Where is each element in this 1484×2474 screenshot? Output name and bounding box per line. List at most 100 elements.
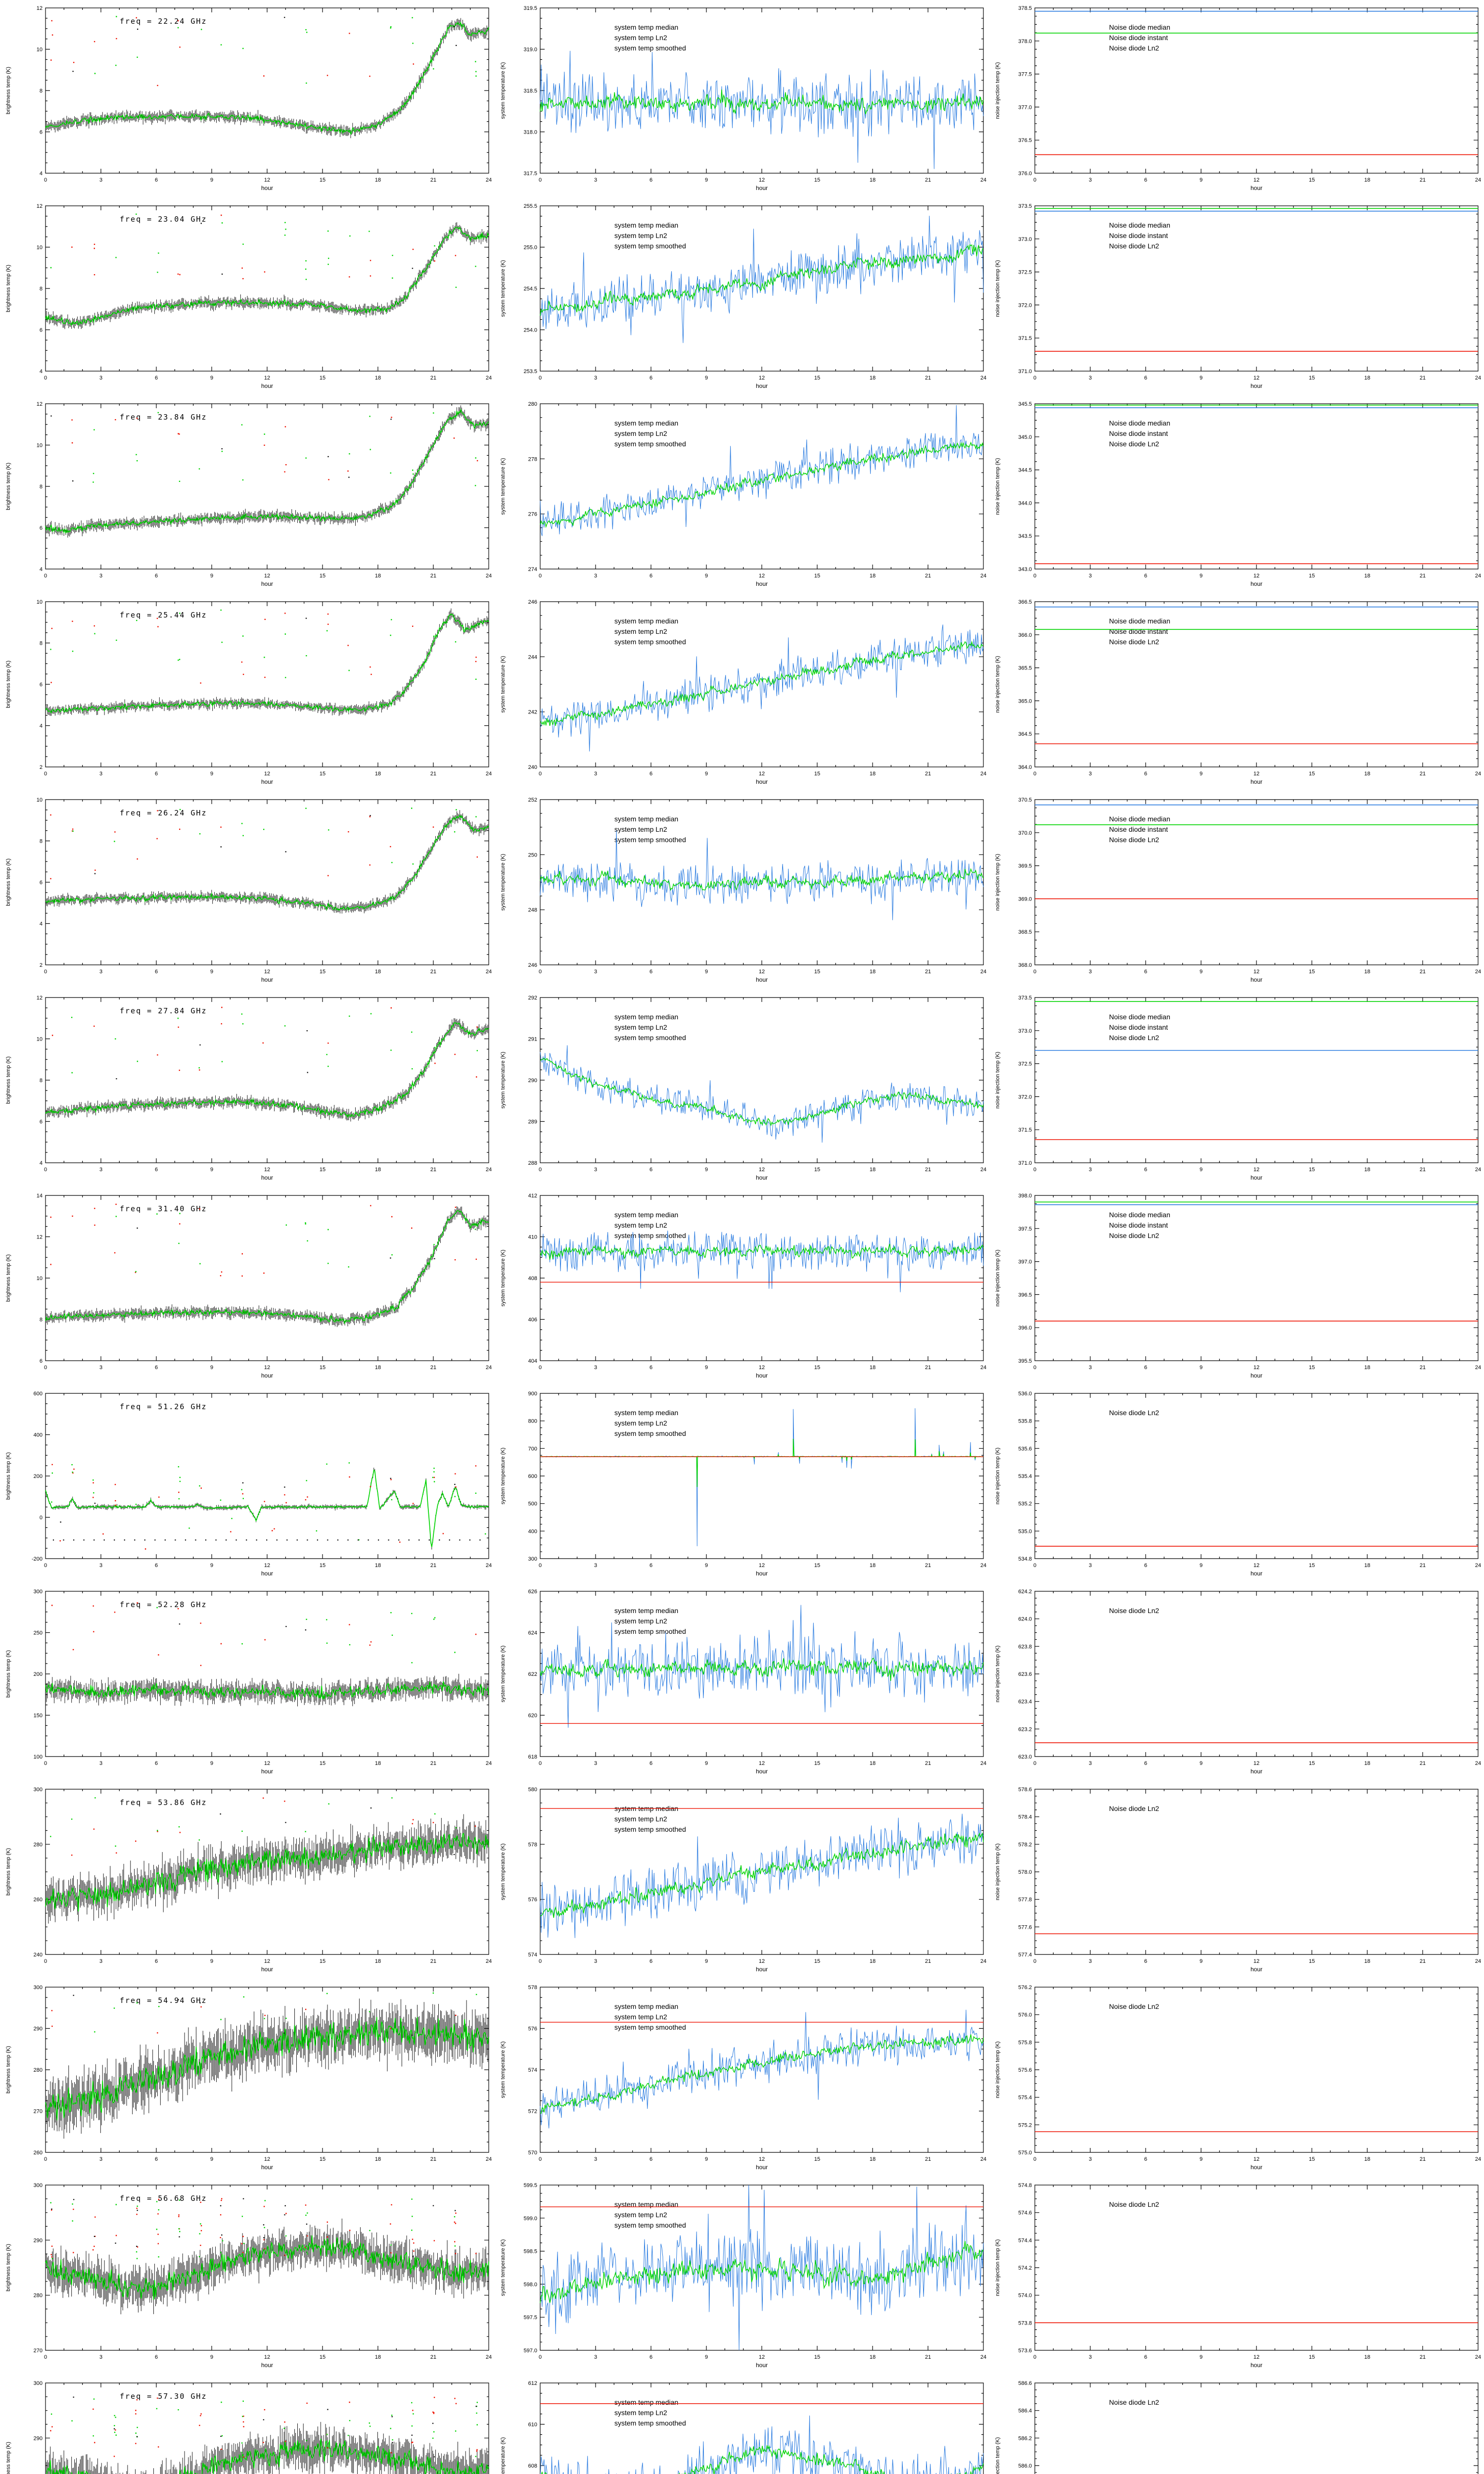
y-tick-label: 291 xyxy=(528,1037,537,1043)
x-tick-label: 21 xyxy=(925,2156,931,2162)
cal-dots-black xyxy=(51,2198,456,2257)
x-tick-label: 15 xyxy=(320,969,325,975)
y-tick-label: 290 xyxy=(528,1078,537,1084)
x-tick-label: 0 xyxy=(44,2354,47,2360)
x-tick-label: 18 xyxy=(1364,375,1370,381)
y-tick-label: 575.2 xyxy=(1018,2122,1032,2128)
scan-curve-green xyxy=(45,1210,489,1325)
y-tick-label: 577.8 xyxy=(1018,1897,1032,1903)
y-tick-label: 318.0 xyxy=(523,130,537,136)
x-tick-label: 3 xyxy=(594,2354,597,2360)
y-axis-label: noise injection temp (K) xyxy=(995,1052,1001,1109)
x-tick-label: 0 xyxy=(539,1365,542,1371)
y-tick-label: 371.5 xyxy=(1018,1127,1032,1133)
x-tick-label: 12 xyxy=(264,1958,270,1964)
x-tick-label: 12 xyxy=(264,177,270,183)
x-tick-label: 12 xyxy=(1253,1563,1259,1569)
y-tick-label: 288 xyxy=(528,1160,537,1166)
y-tick-label: 534.8 xyxy=(1018,1556,1032,1562)
y-tick-label: 536.0 xyxy=(1018,1391,1032,1397)
cal-dots-black xyxy=(116,1030,308,1080)
x-tick-label: 12 xyxy=(1253,771,1259,777)
y-axis-label: noise injection temp (K) xyxy=(995,2239,1001,2296)
x-tick-label: 0 xyxy=(1033,1365,1036,1371)
x-tick-label: 12 xyxy=(759,1365,765,1371)
y-tick-label: 574.4 xyxy=(1018,2237,1032,2243)
x-tick-label: 9 xyxy=(210,1365,213,1371)
x-tick-label: 0 xyxy=(44,177,47,183)
legend-entry: system temp smoothed xyxy=(614,1627,686,1635)
scan-scatter-black xyxy=(45,2218,489,2315)
x-tick-label: 12 xyxy=(1253,177,1259,183)
y-tick-label: 4 xyxy=(40,921,43,927)
axes-frame xyxy=(540,997,984,1163)
scan-curve-green xyxy=(45,814,489,911)
x-tick-label: 6 xyxy=(155,1365,158,1371)
x-axis-label: hour xyxy=(261,1570,273,1577)
axes-frame xyxy=(1034,7,1479,174)
x-tick-label: 0 xyxy=(44,1563,47,1569)
y-tick-label: 10 xyxy=(37,1037,43,1043)
legend-entry: Noise diode instant xyxy=(1109,429,1168,437)
y-tick-label: 365.5 xyxy=(1018,666,1032,671)
x-tick-label: 9 xyxy=(1200,1958,1203,1964)
x-tick-label: 0 xyxy=(1033,1167,1036,1173)
legend-entry: system temp smoothed xyxy=(614,638,686,646)
x-tick-label: 12 xyxy=(264,969,270,975)
y-tick-label: 597.0 xyxy=(523,2348,537,2354)
x-tick-label: 21 xyxy=(1420,2156,1426,2162)
y-axis-label: noise injection temp (K) xyxy=(995,2437,1001,2474)
freq-title: freq = 31.40 GHz xyxy=(120,1204,207,1213)
y-tick-label: 578.0 xyxy=(1018,1869,1032,1875)
x-tick-label: 0 xyxy=(539,2156,542,2162)
panel-row8-right: 0 3 6 9 12 15 18 21 24 534.8 535.0 535.2 535.4 535.6 5… xyxy=(995,1391,1481,1577)
y-axis-label: brightness temp (K) xyxy=(5,1254,11,1302)
freq-title: freq = 52.28 GHz xyxy=(120,1600,207,1609)
y-tick-label: 8 xyxy=(40,286,43,292)
panel-row11-right: 0 3 6 9 12 15 18 21 24 575.0 575.2 575.4 575.6 575.8 5… xyxy=(995,1985,1481,2171)
axes-frame xyxy=(540,601,984,767)
x-tick-label: 24 xyxy=(980,2156,986,2162)
x-tick-label: 9 xyxy=(210,2354,213,2360)
x-tick-label: 15 xyxy=(1309,1167,1315,1173)
y-tick-label: 278 xyxy=(528,456,537,462)
x-tick-label: 6 xyxy=(155,1958,158,1964)
x-tick-label: 3 xyxy=(1089,771,1092,777)
y-tick-label: 535.8 xyxy=(1018,1419,1032,1425)
x-tick-label: 12 xyxy=(264,1365,270,1371)
y-tick-label: 612 xyxy=(528,2380,537,2386)
y-tick-label: 10 xyxy=(37,1276,43,1282)
y-tick-label: 577.4 xyxy=(1018,1952,1032,1958)
y-tick-label: 370.0 xyxy=(1018,830,1032,836)
x-tick-label: 12 xyxy=(1253,969,1259,975)
legend-entry: Noise diode Ln2 xyxy=(1109,2200,1159,2208)
x-tick-label: 15 xyxy=(1309,177,1315,183)
x-tick-label: 3 xyxy=(99,1167,102,1173)
x-tick-label: 0 xyxy=(1033,2156,1036,2162)
y-tick-label: 366.0 xyxy=(1018,632,1032,638)
x-tick-label: 21 xyxy=(925,1167,931,1173)
y-tick-label: 396.0 xyxy=(1018,1325,1032,1331)
figure-row-10: 0 3 6 9 12 15 18 21 24 240 260 280 300 hour brightness… xyxy=(0,1781,1484,1979)
series-smoothed-green xyxy=(541,2445,984,2474)
x-tick-label: 12 xyxy=(1253,573,1259,579)
panel-row12-middle: 0 3 6 9 12 15 18 21 24 597.0 597.5 598.0 598.5 599.0 5… xyxy=(500,2183,986,2369)
y-tick-label: 8 xyxy=(40,641,43,647)
y-tick-label: 575.4 xyxy=(1018,2095,1032,2101)
legend-entry: Noise diode median xyxy=(1109,419,1170,427)
axes-frame xyxy=(45,997,489,1163)
x-tick-label: 24 xyxy=(980,1958,986,1964)
x-tick-label: 15 xyxy=(814,2354,820,2360)
x-tick-label: 18 xyxy=(870,375,876,381)
y-tick-label: 318.5 xyxy=(523,88,537,94)
y-tick-label: 397.5 xyxy=(1018,1226,1032,1232)
x-tick-label: 21 xyxy=(925,375,931,381)
cal-dots-black xyxy=(73,2396,477,2458)
x-tick-label: 18 xyxy=(375,375,381,381)
x-tick-label: 18 xyxy=(1364,1167,1370,1173)
x-tick-label: 9 xyxy=(1200,1365,1203,1371)
y-tick-label: 580 xyxy=(528,1787,537,1793)
